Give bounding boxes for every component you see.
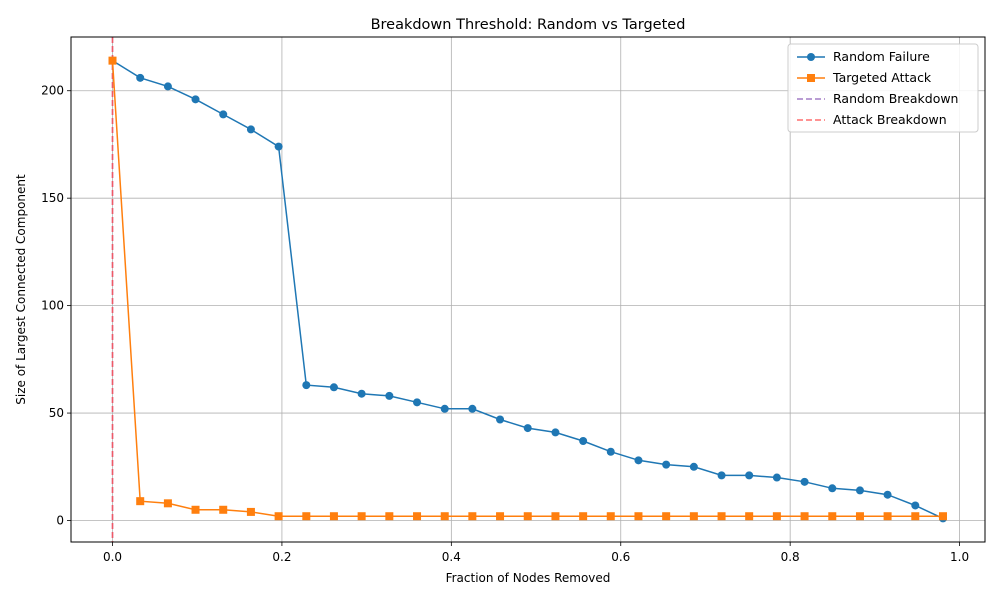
data-point	[496, 415, 505, 424]
x-tick-label: 0.2	[272, 550, 291, 564]
data-point	[772, 473, 781, 482]
y-tick-label: 100	[41, 299, 64, 313]
data-point	[662, 512, 671, 521]
legend-entry: Random Failure	[797, 49, 930, 64]
series-1	[108, 56, 947, 521]
data-point	[329, 512, 338, 521]
data-point	[440, 512, 449, 521]
data-point	[579, 437, 588, 445]
data-point	[689, 512, 698, 521]
data-point	[634, 456, 643, 465]
data-point	[662, 460, 671, 469]
data-point	[357, 512, 366, 521]
data-point	[191, 95, 200, 104]
data-point	[219, 110, 228, 119]
data-point	[745, 512, 754, 521]
data-point	[800, 512, 809, 521]
data-point	[911, 501, 920, 510]
data-point	[717, 471, 726, 480]
y-tick-label: 50	[49, 406, 64, 420]
data-point	[163, 499, 172, 508]
data-point	[496, 512, 505, 521]
y-axis-label: Size of Largest Connected Component	[14, 174, 28, 405]
data-point	[689, 462, 698, 471]
data-point	[551, 512, 560, 521]
plot-frame	[70, 36, 986, 543]
data-point	[883, 490, 892, 499]
data-point	[551, 428, 560, 437]
data-point	[828, 484, 837, 493]
data-point	[108, 56, 117, 65]
legend: Random Failure Targeted Attack Random Brea…	[787, 43, 979, 133]
data-point	[302, 512, 311, 521]
data-point	[329, 383, 338, 392]
data-point	[302, 381, 311, 390]
data-point	[246, 507, 255, 516]
data-point	[800, 477, 809, 486]
data-point	[385, 391, 394, 400]
x-tick-label: 1.0	[950, 550, 969, 564]
legend-box	[787, 43, 979, 133]
series-group	[108, 56, 947, 523]
data-point	[163, 82, 172, 91]
data-point	[219, 505, 228, 514]
data-point	[357, 389, 366, 398]
data-point	[136, 497, 145, 506]
data-point	[855, 512, 864, 521]
legend-label: Random Failure	[833, 49, 930, 64]
x-tick-label: 0.6	[611, 550, 630, 564]
data-point	[468, 512, 477, 521]
data-point	[634, 512, 643, 521]
y-tick-label: 150	[41, 191, 64, 205]
data-point	[606, 447, 615, 456]
data-point	[606, 512, 615, 521]
legend-label: Attack Breakdown	[833, 112, 947, 127]
data-point	[855, 486, 864, 495]
data-point	[772, 512, 781, 521]
y-tick-label: 0	[56, 514, 64, 528]
y-tick-label: 200	[41, 84, 64, 98]
data-point	[911, 512, 920, 521]
legend-entry: Random Breakdown	[797, 91, 958, 106]
data-point	[468, 404, 477, 413]
data-point	[717, 512, 726, 521]
data-point	[413, 398, 422, 407]
data-point	[523, 512, 532, 521]
data-point	[413, 512, 422, 521]
y-axis-ticks: 0 50 100 150 200	[41, 84, 71, 528]
data-point	[523, 424, 532, 433]
data-point	[191, 505, 200, 514]
x-axis-label: Fraction of Nodes Removed	[446, 571, 611, 585]
data-point	[745, 471, 754, 480]
data-point	[938, 512, 947, 521]
x-axis-ticks: 0.0 0.2 0.4 0.6 0.8 1.0	[103, 542, 969, 564]
chart-title: Breakdown Threshold: Random vs Targeted	[371, 17, 686, 33]
data-point	[883, 512, 892, 521]
data-point	[246, 125, 255, 134]
data-point	[579, 512, 588, 521]
legend-marker	[807, 53, 815, 61]
x-tick-label: 0.4	[442, 550, 461, 564]
data-point	[274, 142, 283, 151]
legend-label: Targeted Attack	[832, 70, 932, 85]
legend-entry: Attack Breakdown	[797, 112, 947, 127]
data-point	[385, 512, 394, 521]
legend-marker	[807, 74, 815, 82]
legend-label: Random Breakdown	[833, 91, 958, 106]
data-point	[274, 512, 283, 521]
data-point	[136, 73, 145, 82]
x-tick-label: 0.8	[781, 550, 800, 564]
legend-entry: Targeted Attack	[797, 70, 932, 85]
data-point	[440, 404, 449, 413]
data-point	[828, 512, 837, 521]
series-0	[108, 56, 947, 523]
x-tick-label: 0.0	[103, 550, 122, 564]
